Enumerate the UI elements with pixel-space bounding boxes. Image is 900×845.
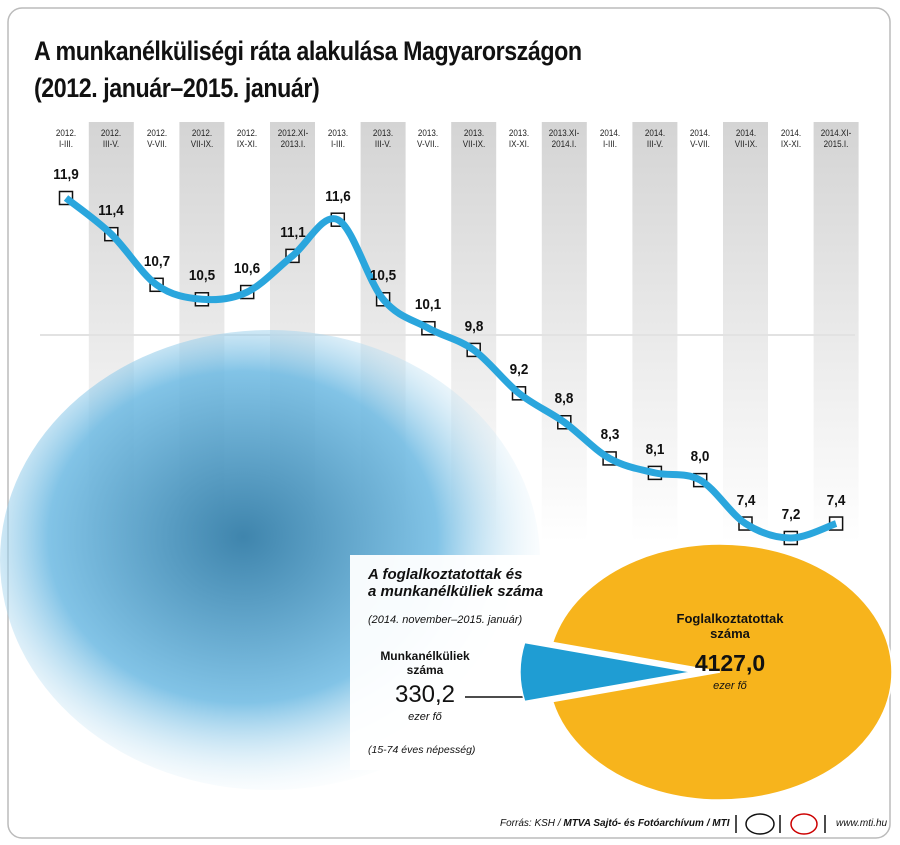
pie-value-label: 330,2 (394, 681, 456, 708)
x-tick-label: 2013.XI- 2014.I. (549, 128, 580, 150)
frame (7, 7, 891, 839)
source-text: Forrás: KSH / (500, 818, 564, 829)
value-label: 11,6 (325, 187, 351, 205)
pie-unit: ezer fő (713, 680, 747, 692)
line (63, 195, 838, 542)
x-tick-label: 2012.XI- 2013.I. (277, 128, 308, 150)
x-tick-label: 2014. VII-IX. (734, 128, 757, 150)
value-label: 10,5 (188, 267, 216, 285)
x-tick-label: 2012. III-V. (101, 128, 122, 150)
pie-value-label: 4127,0 (694, 650, 766, 676)
value-label: 10,7 (143, 252, 170, 270)
x-tick-label: 2012. IX-XI. (237, 128, 258, 150)
value-label: 7,2 (781, 506, 801, 523)
pie-subtitle: (2014. november–2015. január) (368, 614, 523, 626)
pie-title: A foglalkoztatottak és a munkanélküliek … (368, 566, 544, 601)
column-band (813, 122, 859, 542)
x-tick-label: 2013. I-III. (327, 128, 348, 150)
x-tick-label: 2013. IX-XI. (508, 128, 530, 150)
x-tick-label: 2012. I-III. (55, 128, 77, 150)
value-label: 11,9 (53, 166, 79, 183)
value-label: 10,5 (369, 267, 397, 285)
title: A munkanélküliségi ráta alakulása Magyar… (34, 36, 582, 66)
x-tick-label: 2014.XI- 2015.I. (820, 128, 852, 150)
value-label: 10,1 (415, 296, 442, 314)
value-label: 8,3 (600, 426, 619, 444)
pie-note: (15-74 éves népesség) (368, 744, 476, 756)
value-label: 7,4 (736, 491, 755, 509)
x-tick-label: 2013. V-VII.. (417, 128, 440, 150)
value-label: 11,4 (98, 202, 125, 220)
value-label: 10,6 (234, 260, 261, 278)
pie-label: Munkanélküliek száma (380, 649, 470, 677)
x-tick-label: 2013. VII-IX. (462, 128, 485, 150)
value-label: 7,4 (826, 491, 846, 509)
value-label: 11,1 (279, 223, 306, 241)
pie-label: Foglalkoztatottak száma (676, 611, 784, 641)
source: Forrás: KSH / MTVA Sajtó- és Fotóarchívu… (500, 818, 729, 830)
x-tick-label: 2014. V-VII. (690, 128, 711, 150)
pie-unit: ezer fő (408, 711, 442, 723)
value-label: 9,2 (509, 361, 529, 379)
logos (735, 813, 826, 835)
source-bold: MTVA Sajtó- és Fotóarchívum / MTI (563, 818, 730, 829)
x-tick-label: 2014. III-V. (644, 128, 665, 150)
website: www.mti.hu (836, 818, 888, 829)
x-tick-label: 2014. IX-XI. (780, 128, 801, 150)
value-label: 8,1 (645, 440, 665, 458)
x-tick-label: 2014. I-III. (599, 128, 620, 150)
value-label: 8,8 (554, 390, 574, 408)
x-tick-label: 2012. VII-IX. (190, 128, 214, 150)
value-label: 9,8 (464, 317, 484, 335)
column-band (541, 122, 587, 542)
column-band (723, 122, 768, 542)
pie-slice (519, 641, 693, 703)
subtitle: (2012. január–2015. január) (34, 73, 320, 103)
value-label: 8,0 (690, 448, 710, 466)
x-tick-label: 2012. V-VII. (146, 128, 167, 150)
pie-slice (551, 543, 893, 801)
x-tick-label: 2013. III-V. (372, 128, 394, 150)
